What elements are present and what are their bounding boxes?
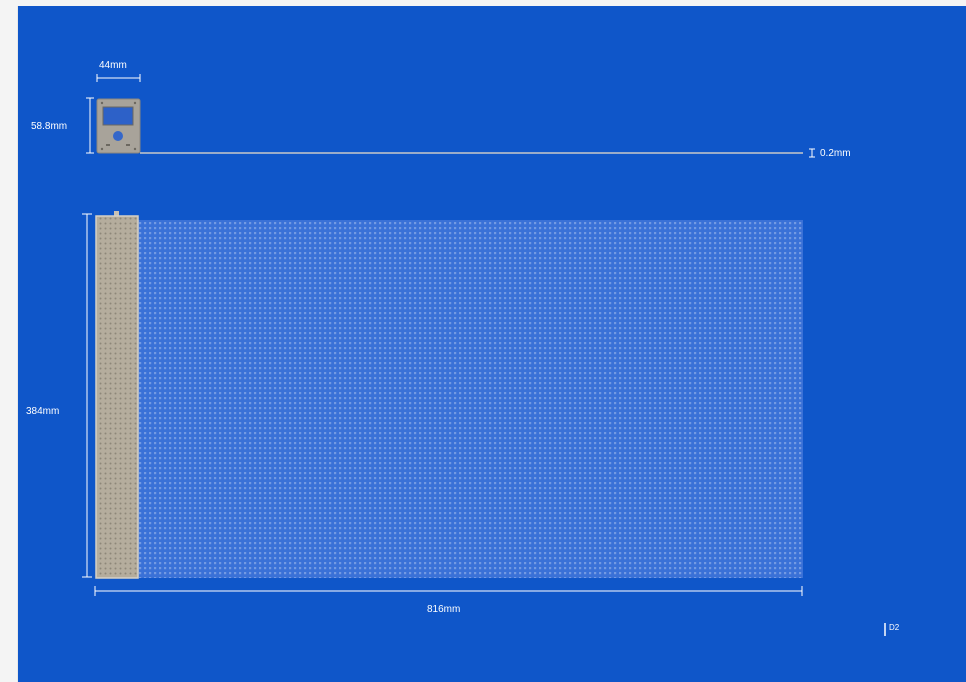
drawing-tag: D2 bbox=[889, 623, 900, 632]
height-small-dimension bbox=[86, 97, 94, 154]
thickness-label: 0.2mm bbox=[820, 148, 851, 159]
height-large-label: 384mm bbox=[26, 406, 60, 417]
driver-strip bbox=[95, 211, 139, 579]
height-small-label: 58.8mm bbox=[31, 121, 68, 132]
width-small-dimension bbox=[96, 74, 141, 82]
width-large-dimension bbox=[94, 586, 803, 596]
diagram-svg bbox=[82, 74, 886, 636]
height-large-dimension bbox=[82, 213, 92, 578]
drawing-canvas: 44mm bbox=[17, 6, 966, 682]
controller-device bbox=[96, 98, 141, 154]
led-film-panel bbox=[138, 220, 803, 578]
film-side-view bbox=[140, 148, 815, 158]
width-large-label: 816mm bbox=[427, 604, 461, 615]
width-small-label: 44mm bbox=[99, 60, 127, 71]
